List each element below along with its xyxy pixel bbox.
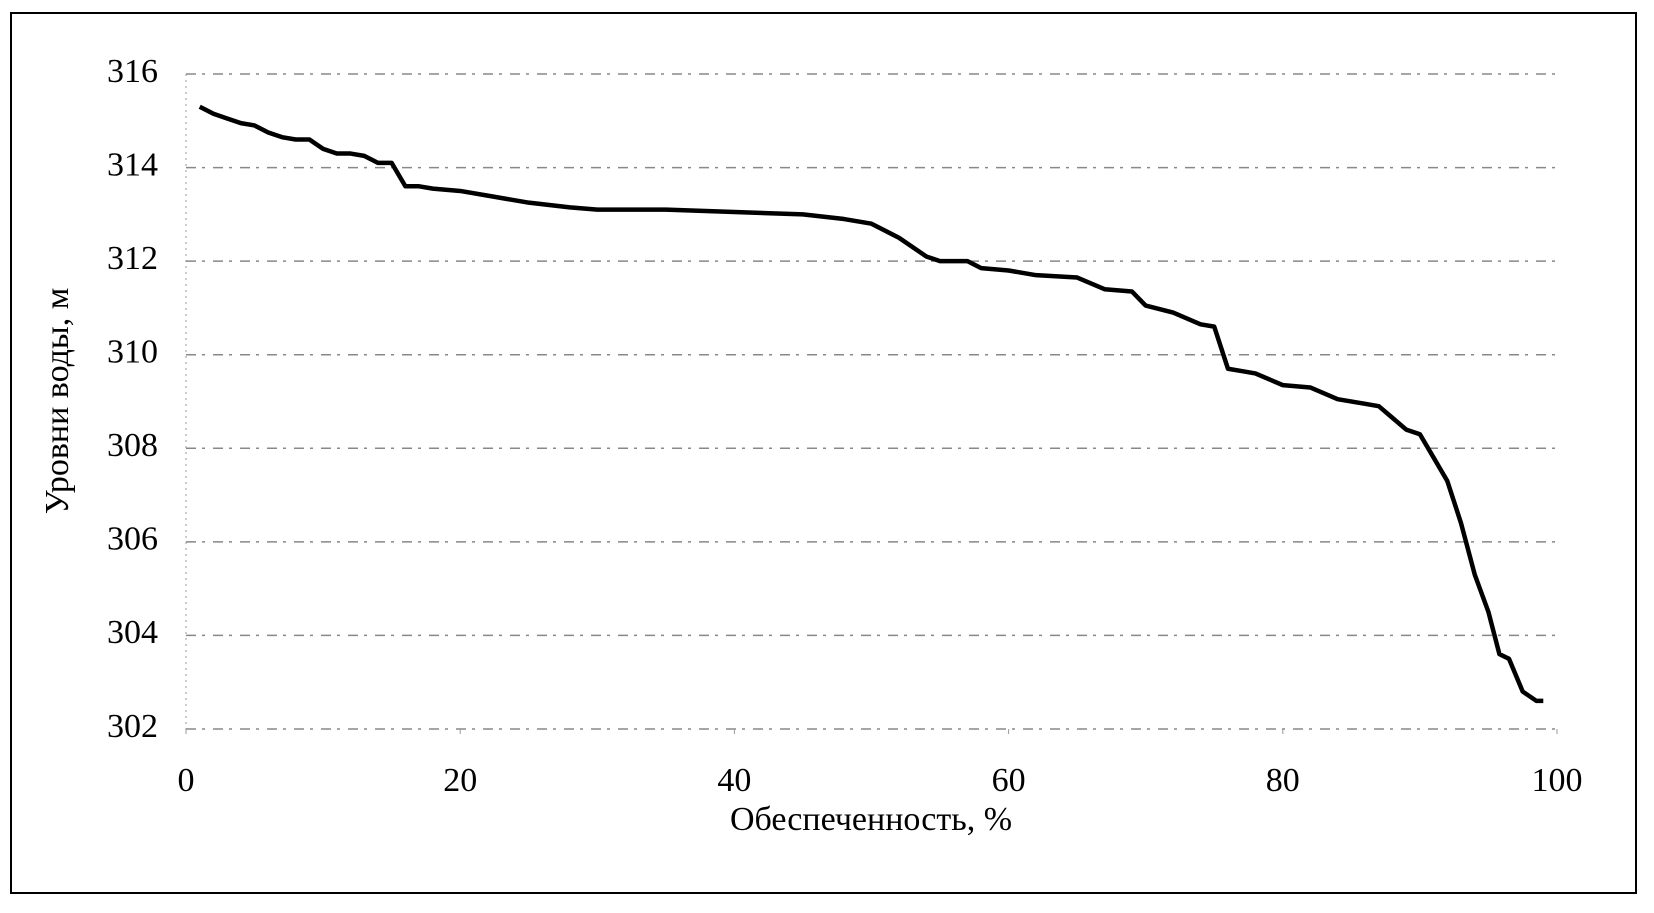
y-axis-label: Уровни воды, м (39, 288, 76, 515)
y-tick-label: 310 (107, 334, 158, 371)
x-tick-label: 100 (1532, 762, 1583, 799)
data-line (198, 104, 1544, 704)
x-tick-label: 80 (1266, 762, 1300, 799)
x-tick-label: 20 (443, 762, 477, 799)
x-tick-label: 40 (717, 762, 751, 799)
y-tick-label: 302 (107, 708, 158, 745)
x-axis-label: Обеспеченность, % (730, 801, 1012, 838)
x-tick-label: 0 (178, 762, 195, 799)
frame (10, 12, 1637, 894)
y-tick-label: 306 (107, 521, 158, 558)
y-tick-label: 316 (107, 53, 158, 90)
x-tick-label: 60 (992, 762, 1026, 799)
y-tick-label: 304 (107, 614, 158, 651)
y-tick-label: 308 (107, 427, 158, 464)
y-tick-label: 314 (107, 146, 158, 183)
y-tick-label: 312 (107, 240, 158, 277)
